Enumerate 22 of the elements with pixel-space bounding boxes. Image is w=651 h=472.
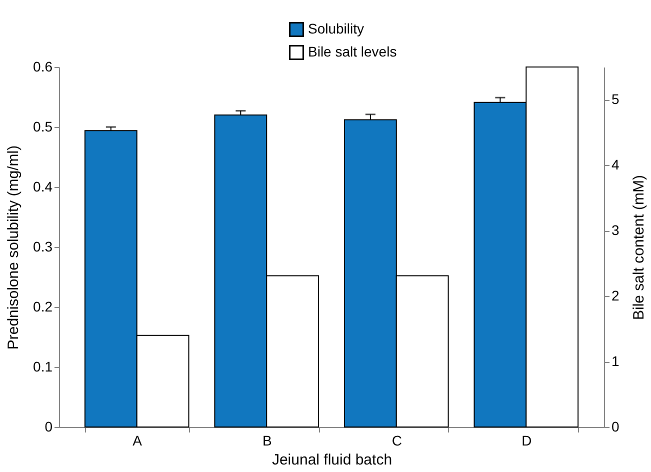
y2-tick-label: 4 [612,156,620,173]
y-tick-label: 0.5 [33,118,53,134]
y-tick-label: 0.2 [33,298,53,314]
y-tick-label: 0.4 [33,178,53,194]
y2-tick-label: 0 [612,418,620,434]
y-tick-label: 0 [44,418,53,434]
y2-tick-label: 2 [612,288,620,304]
legend-label: Solubility [308,20,364,36]
y2-tick-label: 5 [612,91,620,108]
y-tick-label: 0.1 [33,358,53,374]
x-tick-label: B [262,432,272,448]
y-tick-label: 0.3 [33,238,53,254]
y2-axis-title: Bile salt content (mM) [630,174,648,320]
legend-label: Bile salt levels [308,44,397,60]
y-axis-title: Prednisolone solubility (mg/ml) [5,145,22,350]
x-tick-label: A [132,432,143,448]
y2-tick-label: 1 [612,353,620,370]
x-axis-title: Jeiunal fluid batch [272,452,392,468]
y2-tick-label: 3 [612,222,620,238]
x-tick-label: C [392,432,402,448]
x-tick-label: D [522,432,532,448]
y-tick-label: 0.6 [33,58,53,74]
